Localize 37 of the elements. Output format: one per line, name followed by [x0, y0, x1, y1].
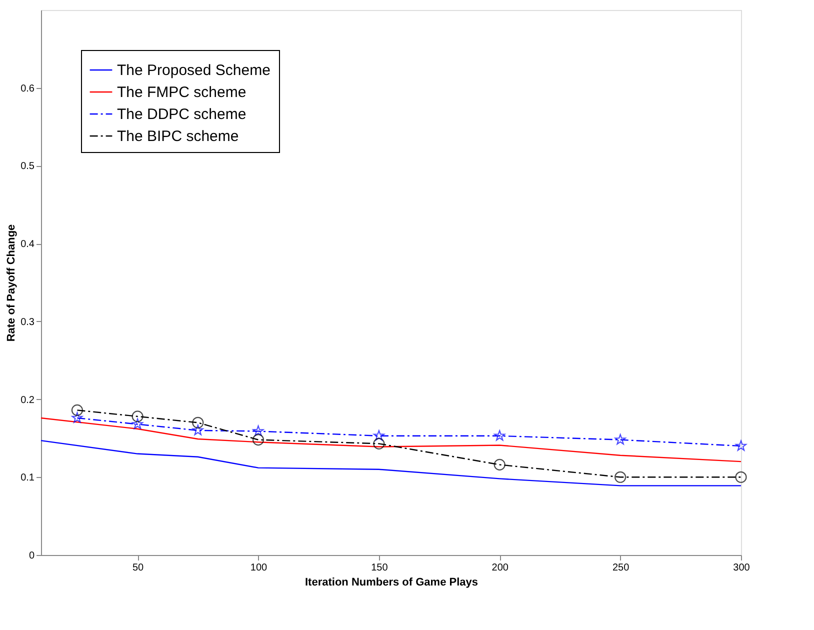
- point: [373, 430, 384, 441]
- x-axis-title: Iteration Numbers of Game Plays: [305, 576, 478, 588]
- x-tick-label: 200: [492, 562, 509, 574]
- point: [735, 440, 747, 451]
- point: [373, 438, 385, 450]
- point: [72, 412, 83, 423]
- y-tick-label: 0.5: [20, 161, 35, 172]
- point: [614, 434, 626, 445]
- y-tick-label: 0.1: [20, 472, 35, 484]
- x-tick-label: 50: [132, 562, 144, 574]
- point: [735, 471, 747, 483]
- point: [71, 404, 83, 416]
- y-tick-label: 0: [28, 550, 35, 562]
- point: [132, 418, 144, 429]
- point: [252, 425, 264, 436]
- y-tick-label: 0.4: [20, 239, 35, 250]
- point: [192, 424, 204, 436]
- x-tick-label: 250: [612, 562, 630, 574]
- point: [252, 434, 264, 446]
- line-series: [40, 417, 742, 462]
- legend-label: The DDPC scheme: [117, 106, 246, 123]
- point: [494, 430, 506, 441]
- legend-label: The BIPC scheme: [117, 128, 239, 145]
- y-tick-label: 0.6: [20, 83, 35, 94]
- y-tick-label: 0.2: [20, 394, 35, 406]
- legend-label: The Proposed Scheme: [117, 62, 270, 79]
- x-tick-label: 300: [733, 562, 750, 574]
- x-tick-label: 150: [371, 562, 388, 574]
- y-tick-label: 0.3: [20, 316, 35, 328]
- x-tick-label: 100: [250, 562, 268, 574]
- line-series: [40, 440, 742, 486]
- point: [614, 471, 626, 483]
- point: [192, 416, 204, 428]
- point: [494, 458, 506, 470]
- y-axis-title: Rate of Payoff Change: [6, 224, 18, 342]
- point: [132, 410, 144, 422]
- legend-label: The FMPC scheme: [117, 84, 246, 101]
